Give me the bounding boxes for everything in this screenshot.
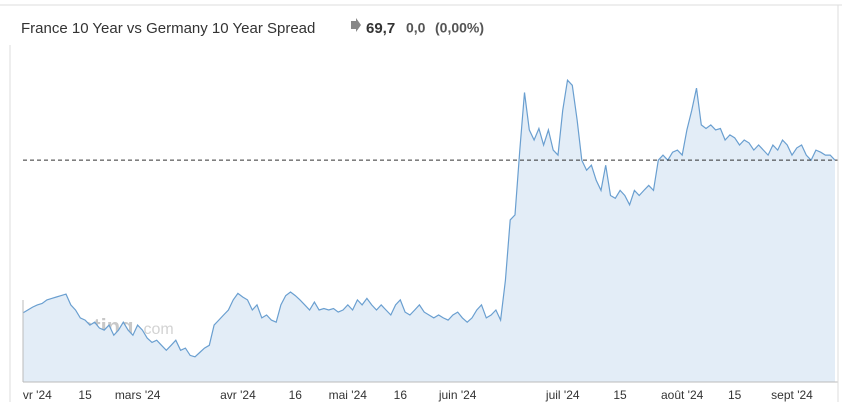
x-tick-label: 15 xyxy=(78,388,92,402)
x-tick-label: avr '24 xyxy=(220,388,256,402)
x-tick-label: mars '24 xyxy=(115,388,161,402)
x-tick-label: sept '24 xyxy=(771,388,813,402)
price: 69,7 xyxy=(366,20,395,37)
x-tick-label: 15 xyxy=(728,388,742,402)
change-percent: (0,00%) xyxy=(435,20,484,36)
x-tick-label: 16 xyxy=(394,388,408,402)
x-tick-label: 16 xyxy=(289,388,303,402)
arrow-icon xyxy=(351,18,361,32)
change: 0,0 xyxy=(406,20,426,36)
line xyxy=(22,78,836,358)
x-tick-label: mai '24 xyxy=(329,388,368,402)
x-tick-label: juin '24 xyxy=(438,388,477,402)
area-fill xyxy=(23,80,835,382)
x-tick-label: août '24 xyxy=(661,388,704,402)
x-tick-label: vr '24 xyxy=(23,388,52,402)
x-tick-label: 15 xyxy=(613,388,627,402)
watermark-suffix: .com xyxy=(139,321,174,338)
plot-area xyxy=(22,78,838,382)
x-tick-label: juil '24 xyxy=(545,388,580,402)
chart-title: France 10 Year vs Germany 10 Year Spread xyxy=(21,20,315,37)
